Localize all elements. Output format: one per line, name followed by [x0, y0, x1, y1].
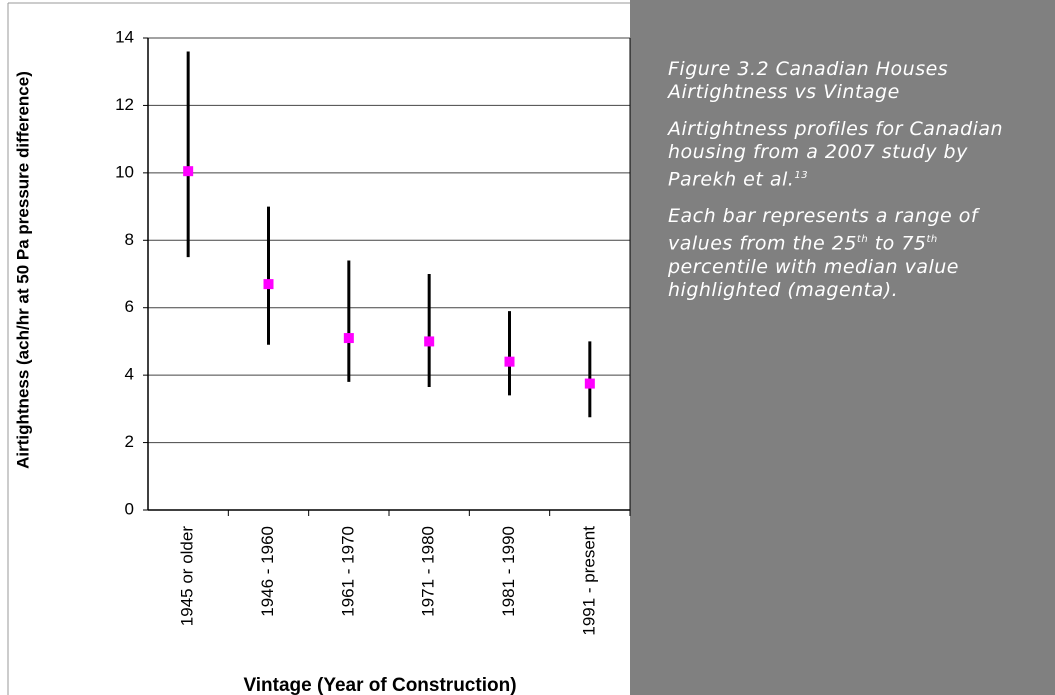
superscript: th: [926, 234, 938, 246]
caption-title: Figure 3.2 Canadian Houses Airtightness …: [668, 58, 949, 103]
caption-text: Airtightness profiles for Canadian housi…: [668, 118, 1004, 191]
y-tick-label: 10: [115, 162, 134, 181]
y-tick-label: 14: [115, 27, 134, 46]
median-marker: [424, 336, 435, 347]
caption-paragraph: Each bar represents a range of values fr…: [668, 205, 1040, 301]
x-tick-label: 1981 - 1990: [499, 526, 518, 617]
y-tick-label: 6: [125, 297, 134, 316]
median-marker: [584, 378, 595, 389]
y-tick-label: 8: [125, 230, 134, 249]
x-tick-label: 1971 - 1980: [419, 526, 438, 617]
y-tick-label: 12: [115, 95, 134, 114]
y-tick-label: 0: [125, 499, 134, 518]
x-tick-label: 1961 - 1970: [338, 526, 357, 617]
y-axis-label: Airtightness (ach/hr at 50 Pa pressure d…: [13, 71, 32, 469]
caption-paragraph: Airtightness profiles for Canadian housi…: [668, 118, 1040, 191]
caption-panel: [630, 0, 1055, 695]
x-tick-label: 1991 - present: [579, 526, 598, 636]
caption-text: percentile with median value highlighted…: [668, 255, 959, 301]
x-axis-label: Vintage (Year of Construction): [243, 675, 516, 695]
superscript: 13: [794, 170, 809, 181]
median-marker: [263, 279, 274, 290]
median-marker: [343, 333, 354, 344]
caption-text: Each bar represents a range of values fr…: [668, 205, 979, 255]
caption: Figure 3.2 Canadian Houses Airtightness …: [668, 58, 1040, 316]
superscript: th: [856, 234, 869, 246]
x-tick-label: 1945 or older: [178, 526, 197, 627]
x-tick-label: 1946 - 1960: [258, 526, 277, 617]
median-marker: [504, 356, 515, 367]
median-marker: [183, 166, 194, 177]
caption-text: to 75: [868, 232, 927, 255]
y-tick-label: 2: [125, 432, 134, 451]
y-tick-label: 4: [125, 365, 134, 384]
